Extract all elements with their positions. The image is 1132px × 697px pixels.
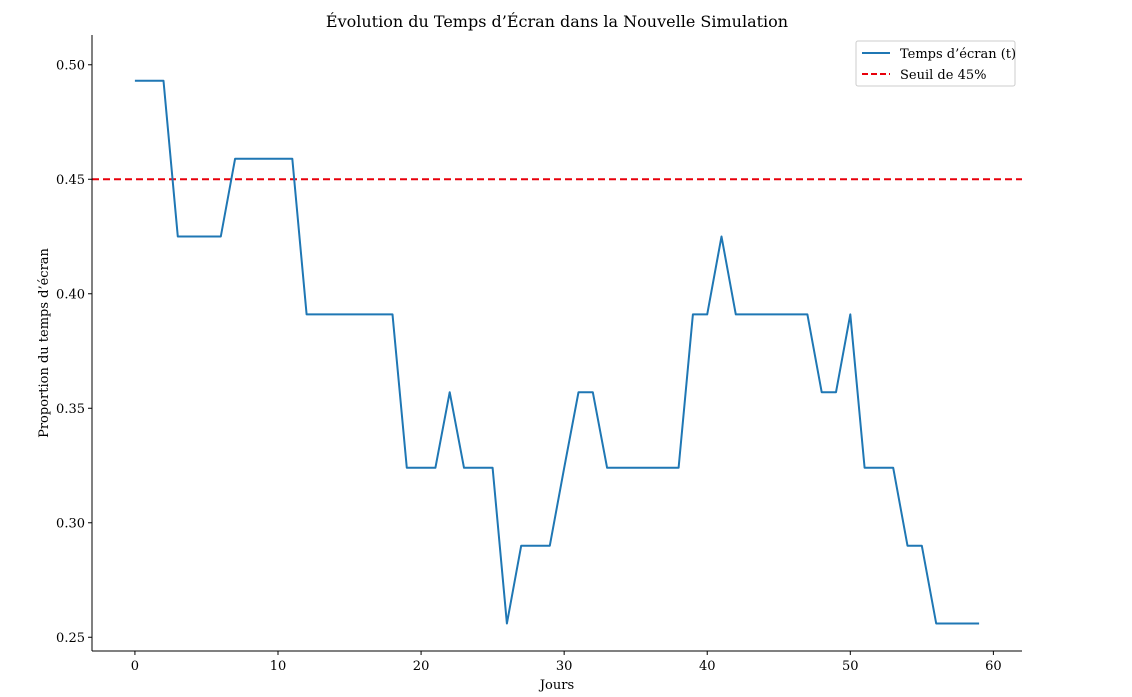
chart-title: Évolution du Temps d’Écran dans la Nouve… [326, 11, 788, 31]
y-axis-ticks: 0.25 0.30 0.35 0.40 0.45 0.50 [56, 58, 92, 646]
x-tick-label: 50 [842, 659, 859, 674]
legend-label-threshold: Seuil de 45% [900, 68, 986, 83]
y-tick-label: 0.40 [56, 287, 85, 302]
x-tick-label: 60 [985, 659, 1002, 674]
x-axis-title: Jours [538, 678, 574, 693]
x-tick-label: 40 [699, 659, 716, 674]
x-tick-label: 10 [270, 659, 287, 674]
x-tick-label: 0 [131, 659, 139, 674]
series-line-screen-time [134, 79, 980, 625]
y-tick-label: 0.50 [56, 58, 85, 73]
y-tick-label: 0.25 [56, 631, 85, 646]
y-axis-title: Proportion du temps d’écran [37, 247, 52, 437]
x-tick-label: 20 [413, 659, 430, 674]
legend-label-screen-time: Temps d’écran (t) [900, 47, 1016, 62]
legend-box [855, 40, 1016, 87]
legend: Temps d’écran (t) Seuil de 45% [855, 40, 1016, 87]
plot-area [92, 79, 1022, 625]
y-tick-label: 0.35 [56, 402, 85, 417]
x-tick-label: 30 [556, 659, 573, 674]
y-tick-label: 0.30 [56, 516, 85, 531]
y-tick-label: 0.45 [56, 173, 85, 188]
x-axis-ticks: 0 10 20 30 40 50 60 [131, 651, 1002, 674]
